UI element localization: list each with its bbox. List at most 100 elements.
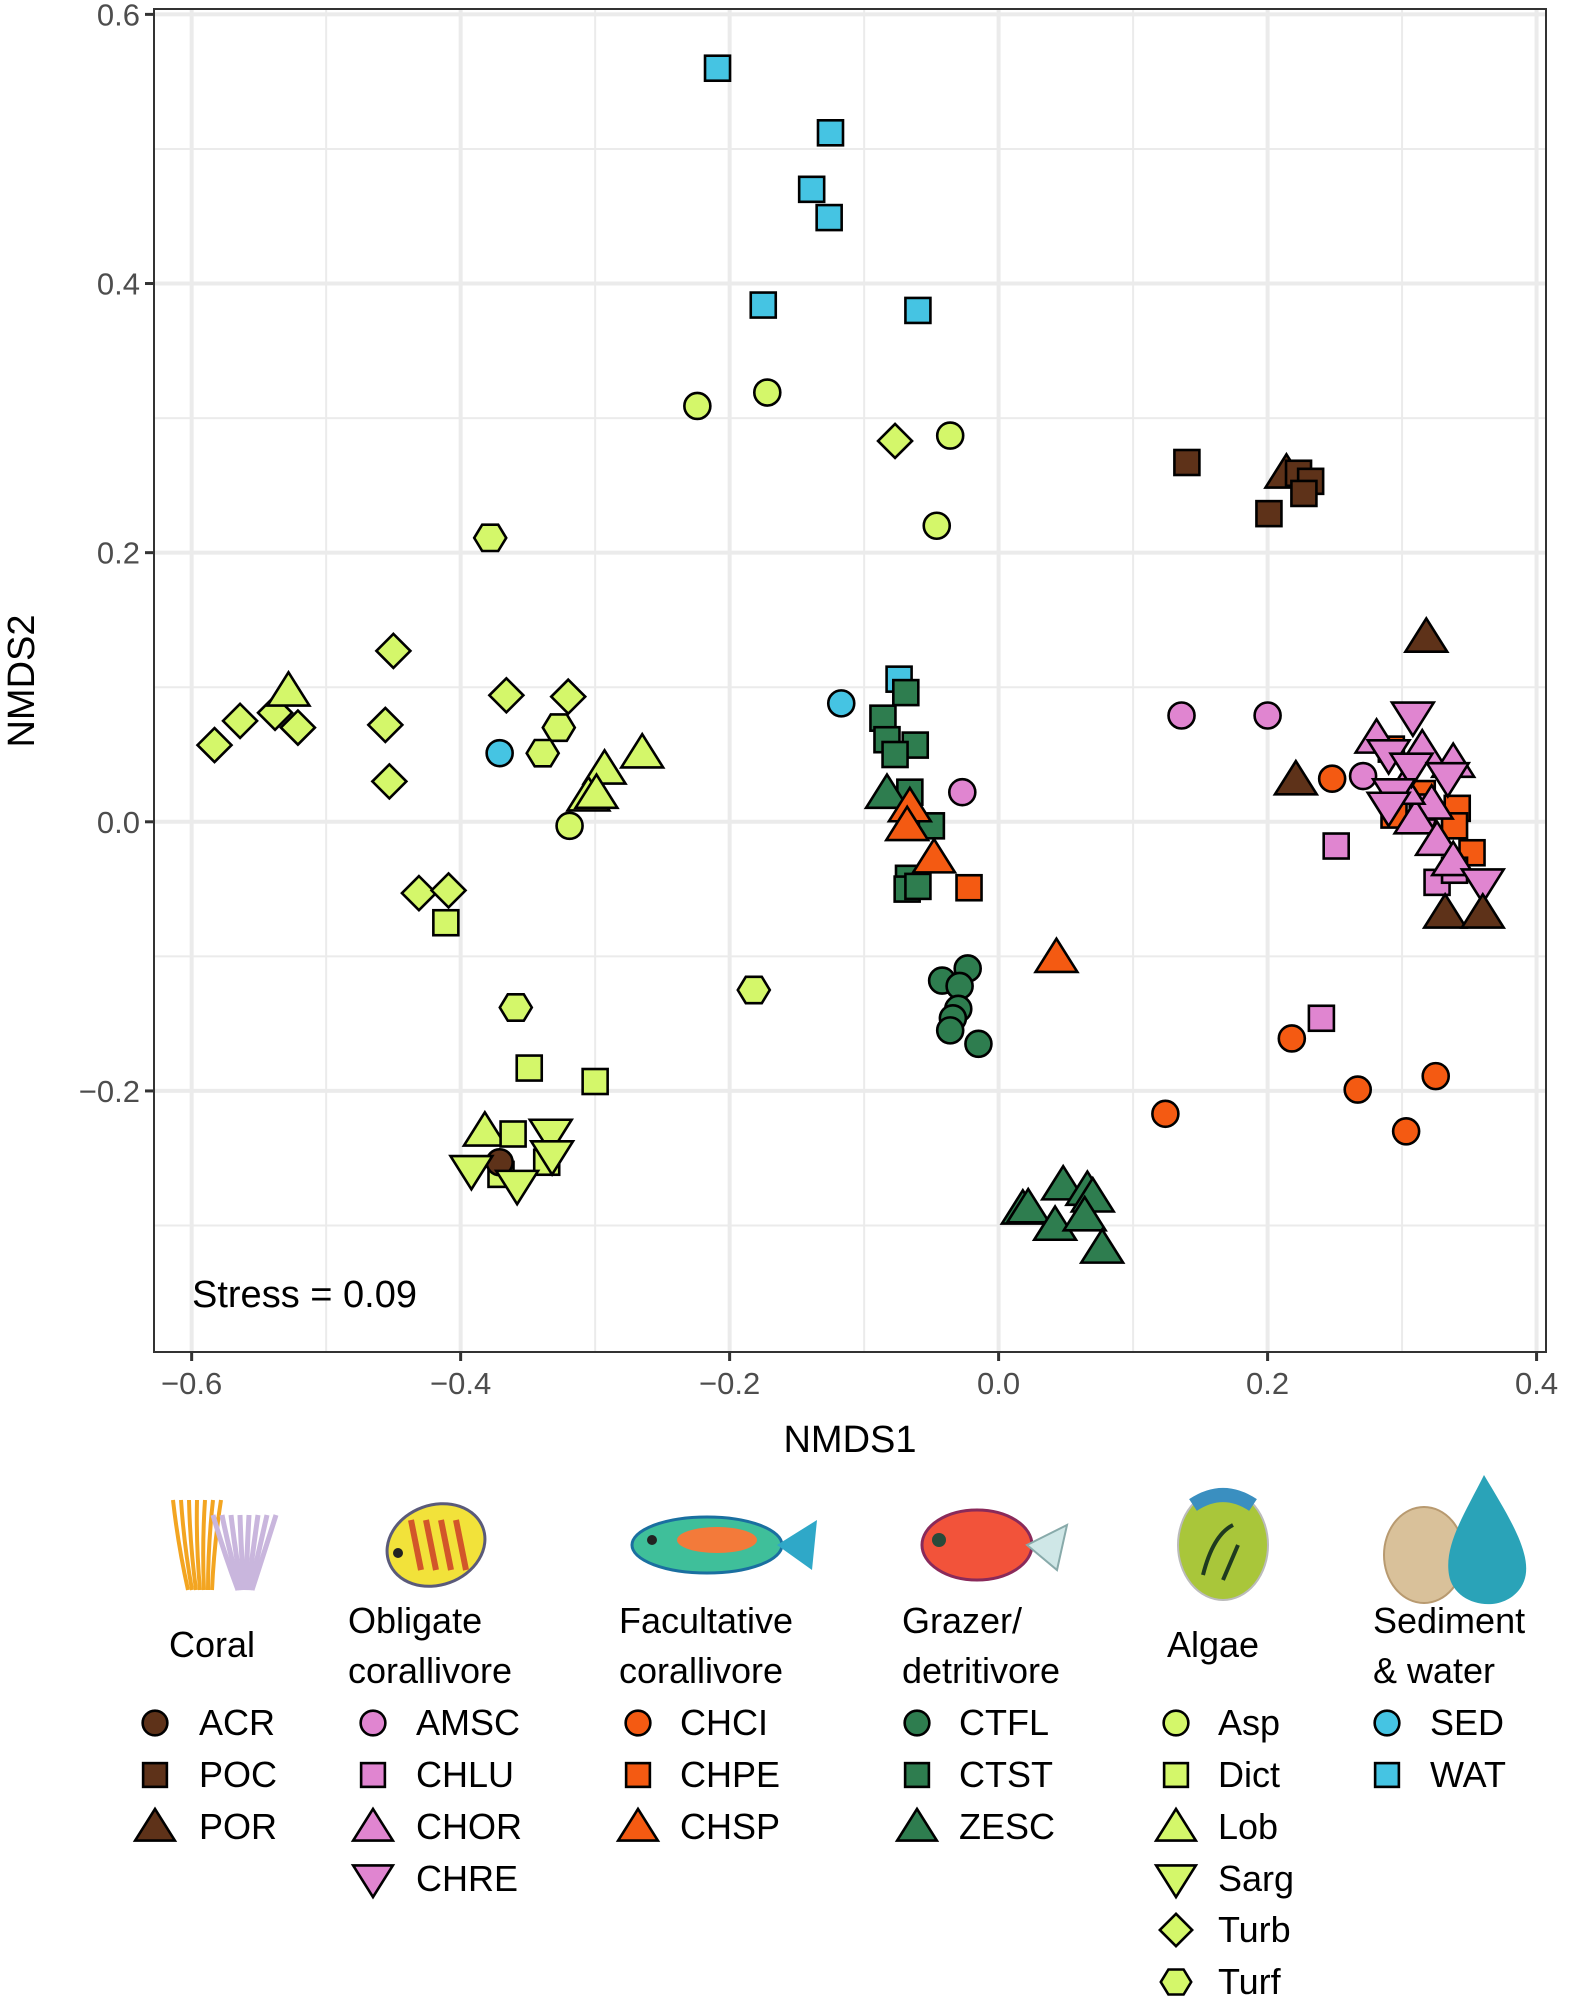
legend-item-label: AMSC bbox=[416, 1702, 520, 1743]
point-turf bbox=[498, 992, 534, 1023]
legend-item-sed: SED bbox=[1373, 1702, 1504, 1743]
legend-item-label: Turb bbox=[1218, 1909, 1291, 1950]
point-turb bbox=[366, 706, 405, 744]
legend-key-triangle-icon bbox=[350, 1806, 396, 1842]
point-chre bbox=[1389, 701, 1437, 739]
point-turb bbox=[549, 677, 588, 716]
legend-group-2: Facultative corallivore CHCI CHPE CHSP bbox=[615, 1515, 817, 1847]
point-wat bbox=[797, 175, 826, 204]
point-lob bbox=[461, 1109, 509, 1147]
point-por bbox=[1403, 615, 1450, 653]
legend-group-1: Obligate corallivore AMSC CHLU CHOR CHRE bbox=[348, 1502, 522, 1900]
point-amsc bbox=[1167, 701, 1196, 730]
point-lob bbox=[573, 772, 620, 810]
panel-border bbox=[153, 8, 1547, 1353]
point-asp bbox=[683, 391, 712, 421]
legend-group-5: Sediment & water SED WAT bbox=[1373, 1475, 1527, 1795]
legend-item-label: CHLU bbox=[416, 1754, 514, 1795]
x-tick-label: 0.4 bbox=[1515, 1366, 1558, 1401]
x-tick-label: 0.2 bbox=[1246, 1366, 1289, 1401]
legend-item-wat: WAT bbox=[1373, 1754, 1506, 1795]
legend-group-title: Sediment bbox=[1373, 1600, 1525, 1641]
algae-icon bbox=[1177, 1488, 1269, 1601]
point-amsc bbox=[948, 777, 977, 807]
legend-item-label: POC bbox=[199, 1754, 277, 1795]
legend-item-label: Lob bbox=[1218, 1806, 1278, 1847]
legend-group-title: Facultative bbox=[619, 1600, 793, 1641]
legend-item-acr: ACR bbox=[141, 1702, 275, 1743]
grid bbox=[154, 9, 1546, 1352]
x-tick-label: −0.4 bbox=[430, 1366, 491, 1401]
legend-item-lob: Lob bbox=[1153, 1806, 1278, 1847]
point-poc bbox=[1290, 479, 1318, 508]
point-chsp bbox=[883, 804, 931, 842]
legend-key-triangle-down-icon bbox=[1153, 1864, 1199, 1900]
legend-item-chlu: CHLU bbox=[359, 1754, 514, 1795]
point-dict bbox=[499, 1120, 527, 1148]
series-asp bbox=[555, 378, 965, 841]
legend-item-asp: Asp bbox=[1162, 1702, 1280, 1743]
point-sed bbox=[485, 738, 514, 768]
series-sed bbox=[485, 689, 856, 768]
series-wat bbox=[703, 54, 932, 693]
legend-key-triangle-down-icon bbox=[350, 1864, 396, 1900]
point-chci bbox=[1421, 1061, 1451, 1091]
point-turf bbox=[525, 738, 561, 768]
point-por bbox=[1272, 758, 1320, 796]
legend-item-sarg: Sarg bbox=[1153, 1858, 1294, 1900]
point-chor bbox=[1413, 819, 1461, 857]
point-chpe bbox=[955, 873, 983, 902]
legend-item-turf: Turf bbox=[1159, 1961, 1282, 2002]
series-chpe bbox=[955, 735, 1486, 902]
y-tick-label: −0.2 bbox=[79, 1074, 140, 1109]
point-chor bbox=[1392, 797, 1439, 835]
legend-item-zesc: ZESC bbox=[894, 1806, 1055, 1847]
legend-item-label: Dict bbox=[1218, 1754, 1280, 1795]
legend-group-title: Obligate bbox=[348, 1600, 482, 1641]
series-turf bbox=[472, 523, 772, 1023]
point-wat bbox=[904, 296, 932, 325]
point-turb bbox=[374, 632, 413, 670]
legend-key-triangle-icon bbox=[132, 1806, 178, 1842]
point-amsc bbox=[1253, 701, 1282, 730]
point-turb bbox=[876, 422, 914, 460]
point-wat bbox=[815, 203, 843, 232]
point-amsc bbox=[1348, 761, 1378, 791]
series-chci bbox=[1151, 764, 1451, 1146]
coral-icon bbox=[171, 1499, 279, 1591]
point-wat bbox=[749, 291, 778, 319]
point-lob bbox=[265, 669, 312, 707]
point-chsp bbox=[1033, 936, 1080, 974]
legend-key-hexagon-icon bbox=[1159, 1968, 1193, 1996]
point-chor bbox=[1429, 839, 1477, 877]
legend-item-ctst: CTST bbox=[903, 1754, 1053, 1795]
point-turf bbox=[736, 975, 772, 1005]
point-sarg bbox=[448, 1154, 495, 1192]
legend-group-4: Algae Asp Dict Lob Sarg Turb Turf bbox=[1153, 1488, 1294, 2002]
legend-key-square-icon bbox=[1162, 1761, 1190, 1789]
point-por bbox=[1459, 891, 1507, 929]
legend-key-circle-icon bbox=[624, 1709, 652, 1737]
legend-item-turb: Turb bbox=[1158, 1909, 1291, 1950]
legend-item-label: SED bbox=[1430, 1702, 1504, 1743]
point-dict bbox=[515, 1054, 544, 1082]
point-turb bbox=[195, 726, 234, 764]
legend-item-ctfl: CTFL bbox=[903, 1702, 1049, 1743]
legend-item-label: Asp bbox=[1218, 1702, 1280, 1743]
legend-item-label: CHSP bbox=[680, 1806, 780, 1847]
legend-group-title: & water bbox=[1373, 1650, 1495, 1691]
sediment-water-icon bbox=[1383, 1475, 1527, 1605]
legend-key-diamond-icon bbox=[1158, 1912, 1194, 1948]
legend-item-amsc: AMSC bbox=[359, 1702, 520, 1743]
legend-item-label: CHCI bbox=[680, 1702, 768, 1743]
legend-item-label: CHOR bbox=[416, 1806, 522, 1847]
point-chci bbox=[1391, 1117, 1421, 1146]
point-chci bbox=[1277, 1024, 1307, 1053]
legend-key-circle-icon bbox=[1373, 1709, 1401, 1737]
point-turb bbox=[400, 874, 438, 912]
point-chci bbox=[1151, 1099, 1180, 1129]
series-zesc bbox=[863, 772, 1126, 1264]
legend-item-chci: CHCI bbox=[624, 1702, 768, 1743]
point-turf bbox=[472, 523, 508, 553]
legend-key-circle-icon bbox=[141, 1709, 169, 1737]
